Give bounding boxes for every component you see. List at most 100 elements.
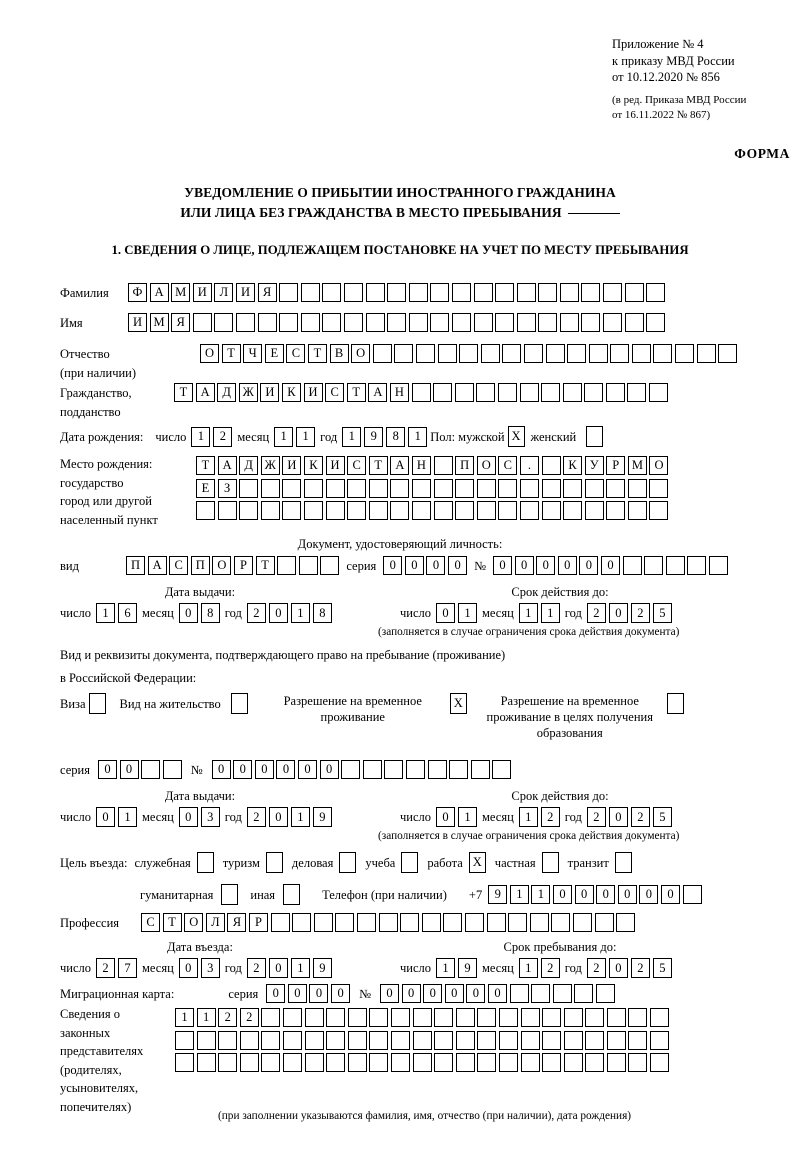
char-cell[interactable]: 0	[268, 807, 288, 827]
char-cell[interactable]: Т	[221, 344, 241, 363]
char-cell[interactable]	[594, 913, 614, 932]
char-cell[interactable]	[529, 913, 549, 932]
char-cell[interactable]: О	[649, 456, 669, 475]
char-cell[interactable]: 0	[660, 885, 680, 904]
char-cell[interactable]	[433, 478, 453, 498]
char-cell[interactable]: П	[455, 456, 475, 475]
char-cell[interactable]	[369, 1008, 389, 1027]
char-cell[interactable]	[390, 1008, 410, 1027]
char-cell[interactable]	[387, 283, 407, 302]
char-cell[interactable]: Т	[255, 556, 275, 575]
char-cell[interactable]	[390, 1053, 410, 1072]
char-cell[interactable]	[581, 313, 601, 332]
char-cell[interactable]	[606, 478, 626, 498]
char-cell[interactable]: 1	[290, 603, 310, 623]
char-cell[interactable]	[584, 383, 604, 402]
char-cell[interactable]: 9	[458, 958, 478, 978]
char-cell[interactable]	[347, 501, 367, 520]
char-cell[interactable]: 0	[380, 984, 399, 1003]
char-cell[interactable]	[326, 1053, 346, 1072]
char-cell[interactable]	[313, 913, 333, 932]
char-cell[interactable]: И	[282, 456, 302, 475]
char-cell[interactable]	[400, 913, 420, 932]
purpose-option-checkbox[interactable]: X	[468, 852, 486, 873]
char-cell[interactable]: Ч	[243, 344, 263, 363]
char-cell[interactable]	[682, 885, 702, 904]
char-cell[interactable]	[192, 313, 212, 332]
char-cell[interactable]	[390, 478, 410, 498]
char-cell[interactable]	[451, 313, 471, 332]
char-cell[interactable]	[390, 1030, 410, 1050]
char-cell[interactable]	[368, 501, 388, 520]
char-cell[interactable]: 1	[458, 807, 478, 827]
char-cell[interactable]	[464, 913, 484, 932]
char-cell[interactable]	[477, 1008, 497, 1027]
char-cell[interactable]	[563, 478, 583, 498]
char-cell[interactable]: 9	[312, 807, 332, 827]
char-cell[interactable]	[519, 501, 539, 520]
char-cell[interactable]: Д	[217, 383, 237, 402]
char-cell[interactable]	[624, 283, 644, 302]
char-cell[interactable]	[362, 760, 382, 779]
char-cell[interactable]	[649, 478, 669, 498]
char-cell[interactable]	[279, 283, 299, 302]
char-cell[interactable]	[486, 913, 506, 932]
char-cell[interactable]: С	[325, 383, 345, 402]
char-cell[interactable]: 5	[652, 958, 672, 978]
char-cell[interactable]	[616, 913, 636, 932]
char-cell[interactable]: 0	[487, 984, 507, 1003]
char-cell[interactable]: Р	[249, 913, 268, 932]
char-cell[interactable]: 1	[191, 426, 211, 447]
char-cell[interactable]	[282, 1053, 302, 1072]
char-cell[interactable]	[282, 1008, 302, 1027]
char-cell[interactable]: 0	[536, 556, 556, 575]
char-cell[interactable]	[260, 478, 280, 498]
char-cell[interactable]: И	[325, 456, 345, 475]
char-cell[interactable]	[519, 478, 539, 498]
char-cell[interactable]: А	[195, 383, 215, 402]
char-cell[interactable]	[368, 478, 388, 498]
char-cell[interactable]	[649, 383, 669, 402]
temp-residence-checkbox[interactable]: X	[449, 693, 467, 714]
char-cell[interactable]	[459, 344, 479, 363]
char-cell[interactable]: 0	[608, 807, 628, 827]
char-cell[interactable]: 1	[342, 426, 362, 447]
char-cell[interactable]	[563, 1030, 583, 1050]
char-cell[interactable]	[430, 283, 450, 302]
char-cell[interactable]	[584, 501, 604, 520]
char-cell[interactable]	[476, 501, 496, 520]
char-cell[interactable]	[303, 478, 323, 498]
char-cell[interactable]	[628, 1030, 648, 1050]
char-cell[interactable]: 0	[423, 984, 443, 1003]
char-cell[interactable]	[585, 1008, 605, 1027]
char-cell[interactable]: М	[149, 313, 169, 332]
char-cell[interactable]	[412, 1053, 432, 1072]
char-cell[interactable]	[304, 1053, 324, 1072]
char-cell[interactable]: Я	[171, 313, 191, 332]
char-cell[interactable]	[497, 383, 517, 402]
char-cell[interactable]: С	[141, 913, 161, 932]
char-cell[interactable]	[610, 344, 630, 363]
char-cell[interactable]: А	[368, 383, 388, 402]
char-cell[interactable]	[581, 283, 601, 302]
char-cell[interactable]: 0	[448, 556, 468, 575]
char-cell[interactable]: 1	[518, 807, 538, 827]
char-cell[interactable]	[162, 760, 182, 779]
char-cell[interactable]	[454, 383, 474, 402]
char-cell[interactable]: 1	[290, 807, 310, 827]
char-cell[interactable]	[495, 283, 515, 302]
char-cell[interactable]	[270, 913, 290, 932]
char-cell[interactable]	[433, 456, 453, 475]
char-cell[interactable]	[473, 313, 493, 332]
char-cell[interactable]	[298, 556, 318, 575]
char-cell[interactable]: 0	[119, 760, 139, 779]
char-cell[interactable]	[239, 1030, 259, 1050]
representatives-row-3[interactable]	[175, 1053, 670, 1072]
representatives-row-2[interactable]	[175, 1030, 670, 1050]
char-cell[interactable]	[520, 1030, 540, 1050]
char-cell[interactable]	[644, 556, 664, 575]
